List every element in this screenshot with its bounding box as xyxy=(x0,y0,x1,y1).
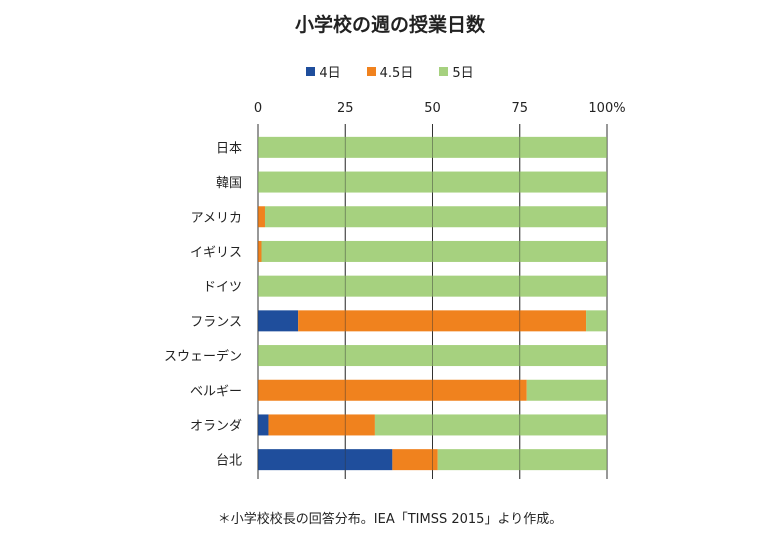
x-tick-label: 75 xyxy=(511,101,528,116)
category-label: イギリス xyxy=(190,245,242,260)
category-label: オランダ xyxy=(190,419,242,434)
x-tick-label: 0 xyxy=(254,101,262,116)
bar-segment xyxy=(437,449,607,471)
bar-segment xyxy=(526,379,607,401)
legend-item-5days: 5日 xyxy=(439,62,474,81)
x-tick-label: 50 xyxy=(424,101,441,116)
legend-label: 5日 xyxy=(452,66,474,81)
legend-swatch xyxy=(306,67,316,76)
category-label: フランス xyxy=(190,315,242,330)
bar-segment xyxy=(258,379,527,401)
legend-item-4days: 4日 xyxy=(306,62,341,81)
bar-segment xyxy=(392,449,438,471)
bar-segment xyxy=(258,449,393,471)
x-tick-label: 25 xyxy=(337,101,354,116)
bar-segment xyxy=(374,414,607,436)
footnote: ＊小学校校長の回答分布。IEA「TIMSS 2015」より作成。 xyxy=(217,512,563,527)
category-label: 韓国 xyxy=(216,176,242,191)
category-label: アメリカ xyxy=(191,211,242,226)
legend-label: 4日 xyxy=(319,66,341,81)
category-label: ドイツ xyxy=(203,280,242,295)
legend-swatch xyxy=(439,67,449,76)
bar-segment xyxy=(298,310,587,332)
category-label: 台北 xyxy=(216,454,242,469)
legend-label: 4.5日 xyxy=(379,66,414,81)
legend-swatch xyxy=(366,67,376,76)
bar-segment xyxy=(258,414,269,436)
legend: 4日 4.5日 5日 xyxy=(0,62,780,81)
category-label: ベルギー xyxy=(190,384,242,399)
bar-segment xyxy=(261,240,607,262)
bar-segment xyxy=(268,414,375,436)
bar-segment xyxy=(258,310,299,332)
bar-segment xyxy=(264,206,607,228)
bar-segment xyxy=(586,310,607,332)
legend-item-4-5days: 4.5日 xyxy=(366,62,414,81)
category-label: スウェーデン xyxy=(164,349,242,365)
bar-segment xyxy=(258,206,265,228)
bar-segment xyxy=(258,240,262,262)
chart-title: 小学校の週の授業日数 xyxy=(294,14,485,36)
category-label: 日本 xyxy=(216,141,242,156)
x-tick-label: 100% xyxy=(588,101,625,116)
